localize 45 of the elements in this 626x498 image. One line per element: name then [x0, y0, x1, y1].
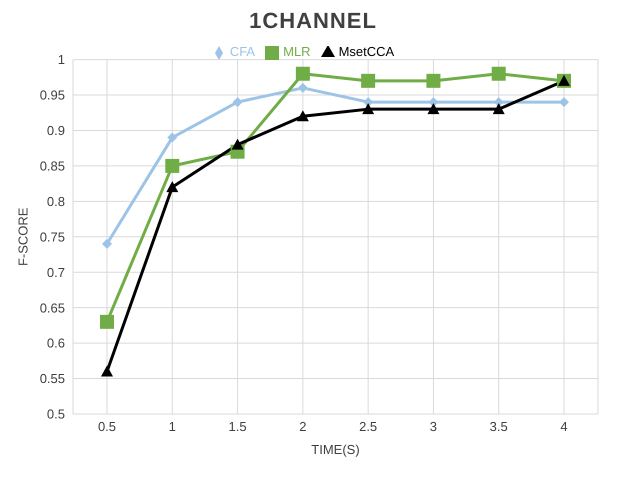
x-tick-label: 4: [560, 419, 568, 434]
x-tick-label: 2.5: [359, 419, 378, 434]
point: [361, 74, 376, 88]
legend-label: MLR: [283, 44, 311, 59]
y-tick-label: 0.9: [46, 123, 65, 138]
point: [559, 97, 569, 108]
point: [232, 138, 244, 150]
x-axis-title: TIME(S): [311, 442, 360, 457]
point: [296, 110, 309, 122]
x-tick-label: 1.5: [228, 419, 247, 434]
y-tick-label: 1: [58, 52, 65, 68]
point: [296, 66, 310, 81]
x-tick-label: 0.5: [98, 419, 116, 434]
y-tick-label: 0.7: [46, 264, 65, 280]
point: [492, 103, 505, 114]
x-tick-label: 2: [299, 419, 306, 434]
point: [100, 314, 114, 329]
y-tick-label: 0.85: [40, 158, 65, 174]
point: [232, 97, 243, 108]
y-tick-label: 0.55: [40, 371, 65, 386]
point: [492, 66, 506, 81]
point: [165, 158, 180, 173]
point: [101, 365, 113, 376]
legend-label: MsetCCA: [338, 44, 394, 59]
legend-label: CFA: [230, 44, 256, 59]
y-tick-label: 0.75: [40, 229, 65, 244]
point: [363, 97, 374, 108]
y-tick-label: 0.6: [46, 336, 65, 351]
point: [166, 181, 178, 192]
x-tick-label: 3.5: [490, 419, 508, 434]
y-tick-label: 0.95: [40, 88, 65, 103]
x-tick-label: 1: [168, 419, 176, 434]
point: [102, 238, 112, 249]
x-tick-label: 3: [430, 419, 438, 434]
point: [427, 103, 440, 114]
y-tick-label: 0.5: [46, 406, 65, 422]
chart-title: 1CHANNEL: [248, 8, 378, 34]
point: [426, 74, 440, 88]
y-tick-label: 0.65: [40, 300, 65, 316]
point: [167, 132, 178, 143]
y-tick-label: 0.8: [46, 194, 65, 209]
y-axis-title: F-SCORE: [16, 207, 31, 266]
point: [362, 103, 374, 114]
point: [298, 82, 308, 93]
point: [494, 97, 504, 108]
